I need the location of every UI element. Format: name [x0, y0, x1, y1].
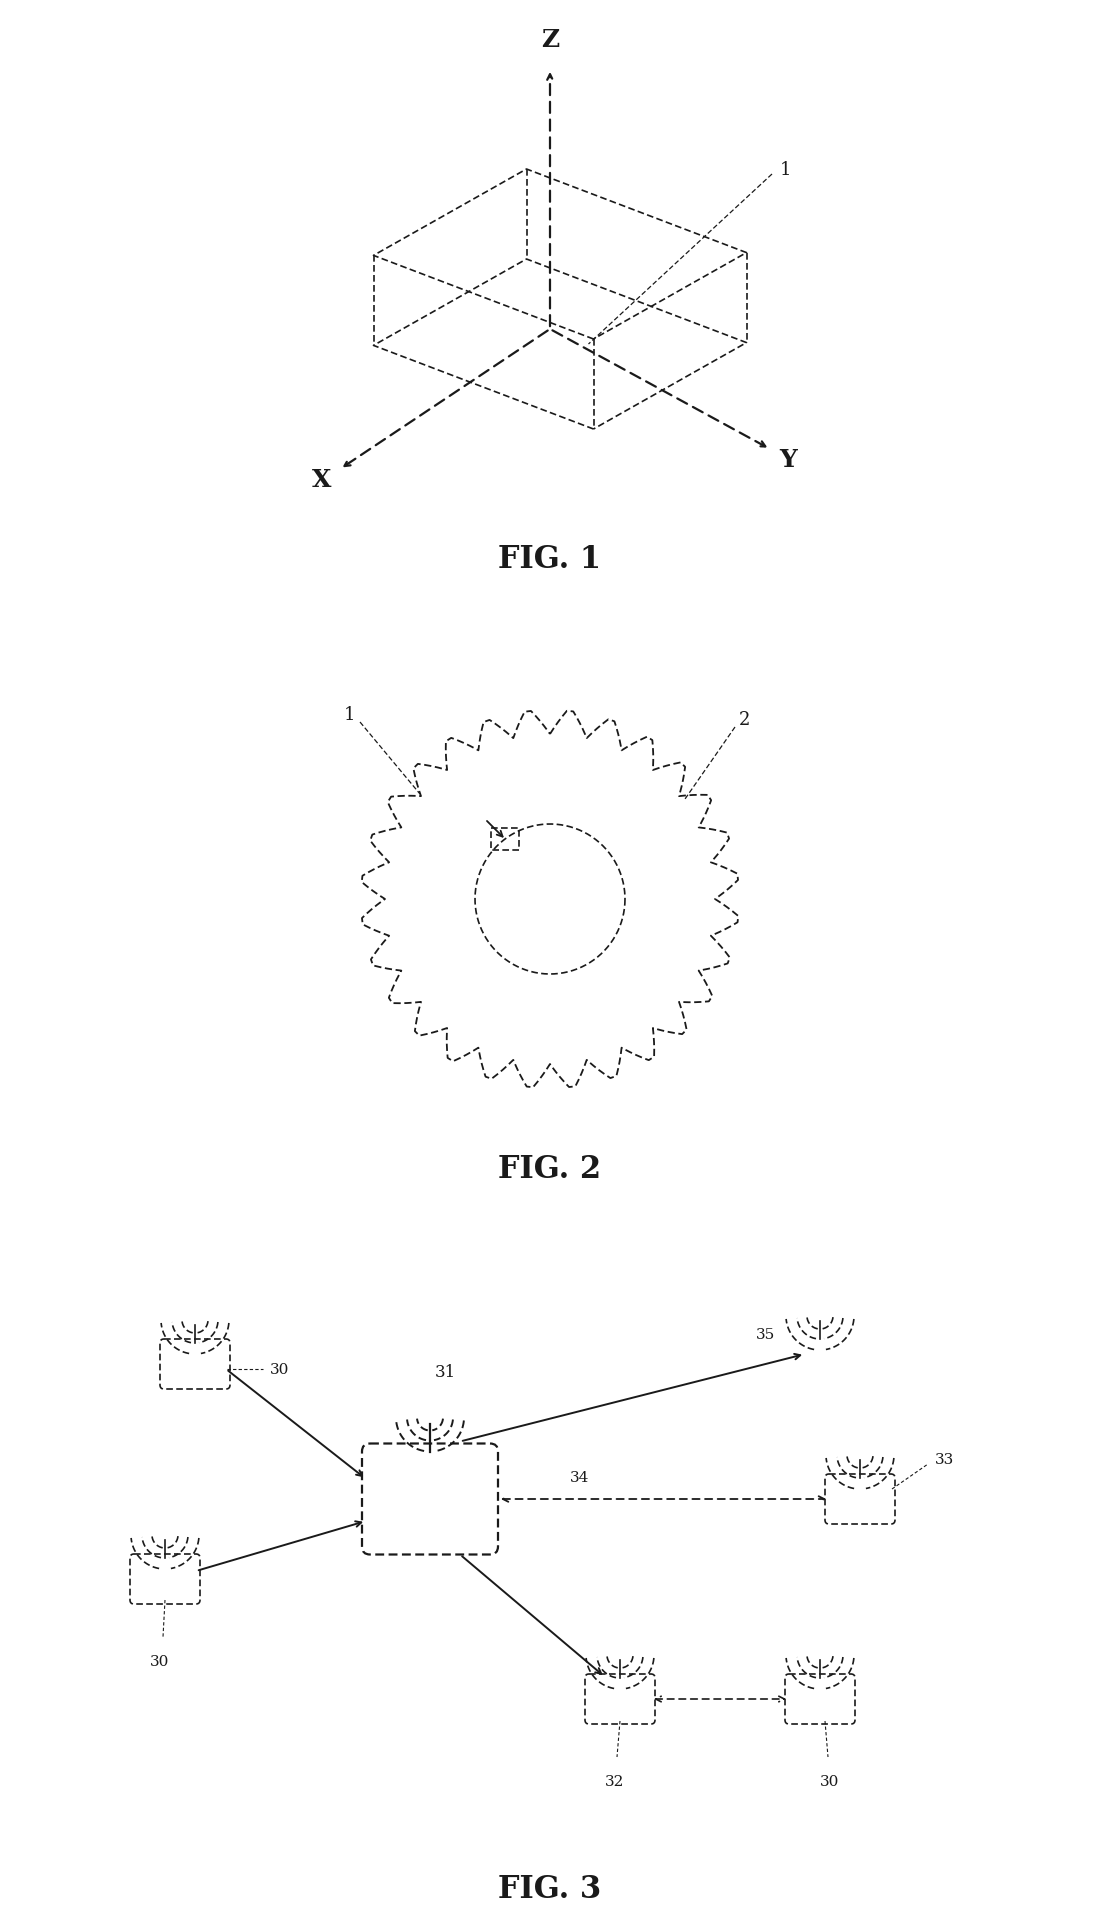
Text: 30: 30: [270, 1362, 289, 1376]
Text: 33: 33: [935, 1453, 955, 1466]
Text: 30: 30: [151, 1654, 169, 1667]
Text: 32: 32: [605, 1774, 625, 1789]
Bar: [491, 829, 519, 850]
Text: 2: 2: [739, 711, 750, 728]
Text: 31: 31: [434, 1364, 455, 1379]
Text: FIG. 2: FIG. 2: [498, 1153, 602, 1184]
Text: 30: 30: [821, 1774, 839, 1789]
Text: FIG. 3: FIG. 3: [498, 1874, 602, 1905]
Text: X: X: [312, 468, 332, 493]
Text: 1: 1: [344, 705, 355, 724]
Text: 34: 34: [570, 1470, 590, 1484]
Text: FIG. 1: FIG. 1: [498, 545, 602, 576]
Text: Y: Y: [779, 448, 796, 471]
Text: 1: 1: [780, 160, 792, 180]
Text: 35: 35: [756, 1327, 775, 1341]
Text: Z: Z: [541, 27, 559, 52]
